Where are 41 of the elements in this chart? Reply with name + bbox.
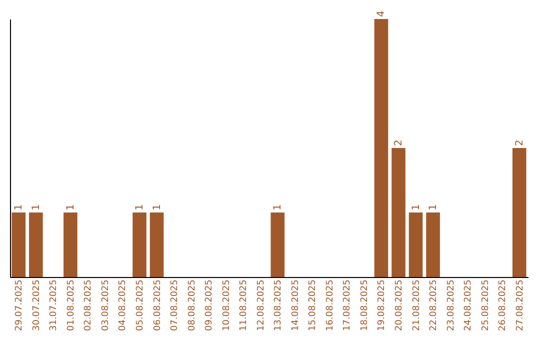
x-tick-label: 21.08.2025 <box>412 280 422 332</box>
x-tick-label: 25.08.2025 <box>480 280 491 332</box>
data-label: 1 <box>152 204 163 210</box>
x-tick-label: 09.08.2025 <box>204 280 215 332</box>
x-tick-label: 24.08.2025 <box>464 280 474 332</box>
x-tick-label: 11.08.2025 <box>239 280 250 332</box>
data-label: 2 <box>394 140 404 146</box>
data-label: 2 <box>514 140 526 146</box>
x-tick-label: 01.08.2025 <box>66 280 76 332</box>
data-label: 1 <box>14 204 25 210</box>
x-tick-label: 16.08.2025 <box>325 280 336 332</box>
x-tick-label: 10.08.2025 <box>222 280 232 332</box>
x-tick-label: 30.07.2025 <box>32 280 42 332</box>
x-tick-label: 02.08.2025 <box>84 280 94 332</box>
x-tick-label: 20.08.2025 <box>394 280 404 332</box>
x-tick-label: 18.08.2025 <box>360 280 370 332</box>
data-label: 1 <box>272 204 284 210</box>
x-tick-label: 08.08.2025 <box>187 280 198 332</box>
x-tick-label: 29.07.2025 <box>14 280 25 332</box>
x-tick-label: 22.08.2025 <box>429 280 440 332</box>
data-label: 1 <box>428 204 440 210</box>
data-label: 1 <box>134 204 146 210</box>
data-label: 1 <box>65 204 76 210</box>
x-tick-label: 13.08.2025 <box>274 280 284 332</box>
x-tick-label: 03.08.2025 <box>100 280 111 332</box>
x-tick-label: 14.08.2025 <box>290 280 301 332</box>
x-tick-label: 23.08.2025 <box>446 280 456 332</box>
x-tick-label: 07.08.2025 <box>170 280 180 332</box>
x-tick-label: 05.08.2025 <box>136 280 146 332</box>
x-tick-label: 31.07.2025 <box>49 280 60 332</box>
x-tick-label: 19.08.2025 <box>377 280 388 332</box>
data-label: 1 <box>410 204 422 210</box>
x-tick-label: 27.08.2025 <box>515 280 526 332</box>
x-tick-label: 12.08.2025 <box>256 280 266 332</box>
x-tick-label: 17.08.2025 <box>342 280 353 332</box>
x-tick-label: 04.08.2025 <box>118 280 128 332</box>
x-tick-label: 06.08.2025 <box>152 280 163 332</box>
data-label: 1 <box>30 204 42 210</box>
data-label: 4 <box>376 10 388 17</box>
x-tick-label: 15.08.2025 <box>308 280 318 332</box>
x-tick-label: 26.08.2025 <box>498 280 508 332</box>
